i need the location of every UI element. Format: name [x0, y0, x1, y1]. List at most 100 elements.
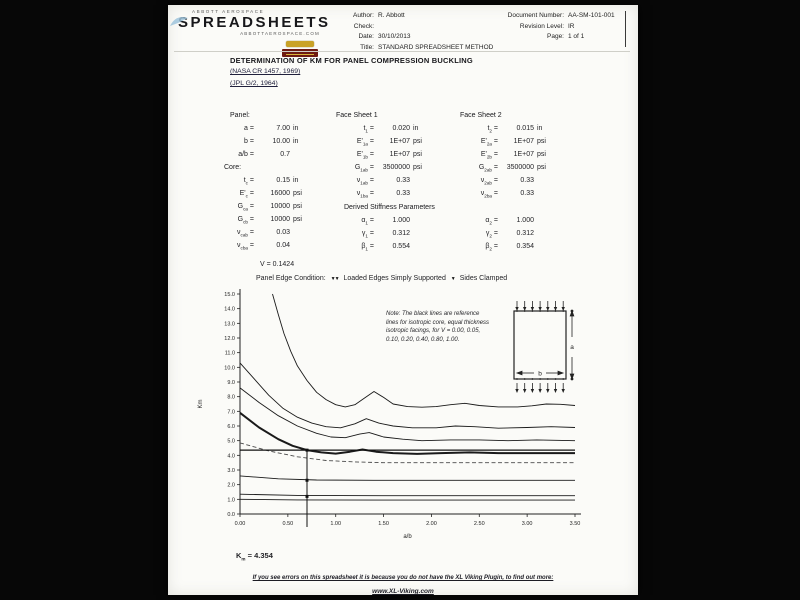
- x-tick-label: 0.00: [235, 521, 246, 527]
- page-title: DETERMINATION OF KM FOR PANEL COMPRESSIO…: [230, 56, 473, 65]
- param-symbol: νcab =: [237, 229, 254, 238]
- param-value: 0.554: [392, 243, 410, 250]
- param-row: E'1a = 1E+07 psi: [336, 135, 429, 148]
- param-unit: [413, 214, 429, 227]
- param-value: 10.00: [272, 138, 290, 145]
- chart-note: Note: The black lines are reference line…: [386, 311, 490, 343]
- param-value: 3500000: [382, 164, 410, 171]
- y-tick-label: 4.0: [227, 453, 235, 459]
- derived-params-col1: α1 = 1.000 γ1 = 0.312 β1 = 0.554: [336, 214, 429, 253]
- series-V-0.40: [239, 475, 575, 481]
- header-fields-left: Author: R. Abbott Check: Date: 30/10/2013 …: [346, 11, 496, 53]
- y-tick-label: 3.0: [227, 468, 235, 474]
- height-label: a: [570, 344, 574, 351]
- revision-level-value: IR: [568, 22, 575, 30]
- param-unit: [537, 240, 553, 253]
- km-value: 4.354: [254, 551, 273, 560]
- param-value: 0.04: [276, 242, 290, 249]
- param-symbol: t2 =: [487, 125, 498, 134]
- page-number-value: 1 of 1: [568, 33, 585, 40]
- param-unit: psi: [537, 138, 546, 145]
- param-value: 10000: [270, 216, 290, 223]
- param-row: ν1ba = 0.33: [336, 187, 429, 200]
- km-symbol: Km: [236, 551, 246, 562]
- param-symbol: β2 =: [485, 243, 498, 252]
- revision-level-field: Revision Level: IR: [498, 22, 624, 33]
- x-tick-label: 2.00: [426, 521, 437, 527]
- param-row: E'2b = 1E+07 psi: [460, 148, 553, 161]
- y-tick-label: 14.0: [224, 307, 235, 313]
- v-symbol: V: [260, 261, 265, 268]
- face-sheet-1-params: Face Sheet 1 t1 = 0.020 in E'1a = 1E+07 psi E'…: [336, 109, 429, 200]
- param-value: 7.00: [276, 125, 290, 132]
- y-tick-label: 8.0: [227, 395, 235, 401]
- page-number-field: Page: 1 of 1: [498, 32, 624, 43]
- author-label: Author:: [353, 12, 374, 19]
- brand-main-text: SPREADSHEETS: [170, 14, 328, 31]
- reference-link-jpl[interactable]: (JPL G/2, 1964): [230, 80, 278, 87]
- param-value: 0.33: [520, 190, 534, 197]
- abbott-spreadsheets-logo: ABBOTT AEROSPACE SPREADSHEETS ABBOTTAERO…: [170, 9, 328, 36]
- param-value: 16000: [270, 190, 290, 197]
- param-row: tc = 0.15 in: [218, 174, 309, 187]
- panel-outline: [513, 310, 567, 380]
- x-tick-label: 1.50: [378, 521, 389, 527]
- revision-level-label: Revision Level:: [519, 22, 564, 30]
- xl-viking-link[interactable]: www.XL-Viking.com: [372, 588, 434, 595]
- series-V-0.05: [239, 362, 576, 429]
- page-number-label: Page:: [547, 33, 564, 40]
- param-symbol: tc =: [243, 177, 254, 186]
- param-unit: psi: [537, 164, 546, 171]
- width-label: b: [538, 371, 542, 378]
- param-row: E'1b = 1E+07 psi: [336, 148, 429, 161]
- param-value: 1.000: [392, 217, 410, 224]
- face-sheet-2-params: Face Sheet 2 t2 = 0.015 in E'2a = 1E+07 psi E'…: [460, 109, 553, 200]
- param-unit: [537, 187, 553, 200]
- cursor-marker: [305, 478, 309, 482]
- param-unit: psi: [293, 203, 302, 210]
- author-value: R. Abbott: [378, 12, 405, 19]
- param-symbol: b =: [244, 138, 254, 145]
- param-symbol: α2 =: [485, 217, 498, 226]
- param-unit: [537, 174, 553, 187]
- param-value: 0.03: [276, 229, 290, 236]
- header-rule: [174, 51, 630, 52]
- title-label: Title:: [360, 43, 374, 51]
- param-unit: [293, 239, 309, 252]
- check-label: Check:: [353, 22, 374, 30]
- param-row: E'c = 16000 psi: [218, 187, 309, 200]
- param-unit: in: [293, 138, 299, 145]
- param-row: t2 = 0.015 in: [460, 122, 553, 135]
- param-value: 0.312: [392, 230, 410, 237]
- panel-loading-diagram: a b: [513, 301, 575, 393]
- core-params: Core: tc = 0.15 in E'c = 16000 psi Gca = 10000 p…: [218, 161, 309, 252]
- dropdown-arrow-icon[interactable]: ▼▼: [330, 276, 340, 282]
- reference-link-nasa[interactable]: (NASA CR 1457, 1969): [230, 68, 301, 75]
- face-sheet-2-header: Face Sheet 2: [460, 112, 502, 119]
- param-unit: in: [293, 177, 299, 184]
- shear-parameter-v: V = 0.1424: [260, 261, 294, 268]
- param-unit: [537, 214, 553, 227]
- param-symbol: Gca =: [237, 203, 254, 212]
- scanned-spreadsheet-page: ABBOTT AEROSPACE SPREADSHEETS ABBOTTAERO…: [168, 5, 638, 595]
- param-unit: psi: [413, 151, 422, 158]
- param-symbol: γ2 =: [485, 230, 498, 239]
- y-tick-label: 1.0: [227, 497, 235, 503]
- param-row: Gca = 10000 psi: [218, 200, 309, 213]
- param-row: α2 = 1.000: [460, 214, 553, 227]
- param-value: 1E+07: [389, 151, 410, 158]
- param-row: β1 = 0.554: [336, 240, 429, 253]
- cursor-marker: [305, 448, 309, 452]
- dropdown-arrow-icon[interactable]: ▼: [450, 276, 456, 282]
- title-field: Title: STANDARD SPREADSHEET METHOD: [346, 43, 496, 54]
- derived-params-col2: α2 = 1.000 γ2 = 0.312 β2 = 0.354: [460, 214, 553, 253]
- param-row: E'2a = 1E+07 psi: [460, 135, 553, 148]
- param-symbol: νcba =: [237, 242, 254, 251]
- y-tick-label: 9.0: [227, 380, 235, 386]
- param-unit: in: [413, 125, 419, 132]
- panel-params: Panel: a = 7.00 in b = 10.00 in a/b = 0.7: [218, 109, 309, 161]
- param-row: νcab = 0.03: [218, 226, 309, 239]
- document-number-field: Document Number: AA-SM-101-001: [498, 11, 624, 22]
- equals-sign: =: [266, 261, 271, 268]
- param-row: b = 10.00 in: [218, 135, 309, 148]
